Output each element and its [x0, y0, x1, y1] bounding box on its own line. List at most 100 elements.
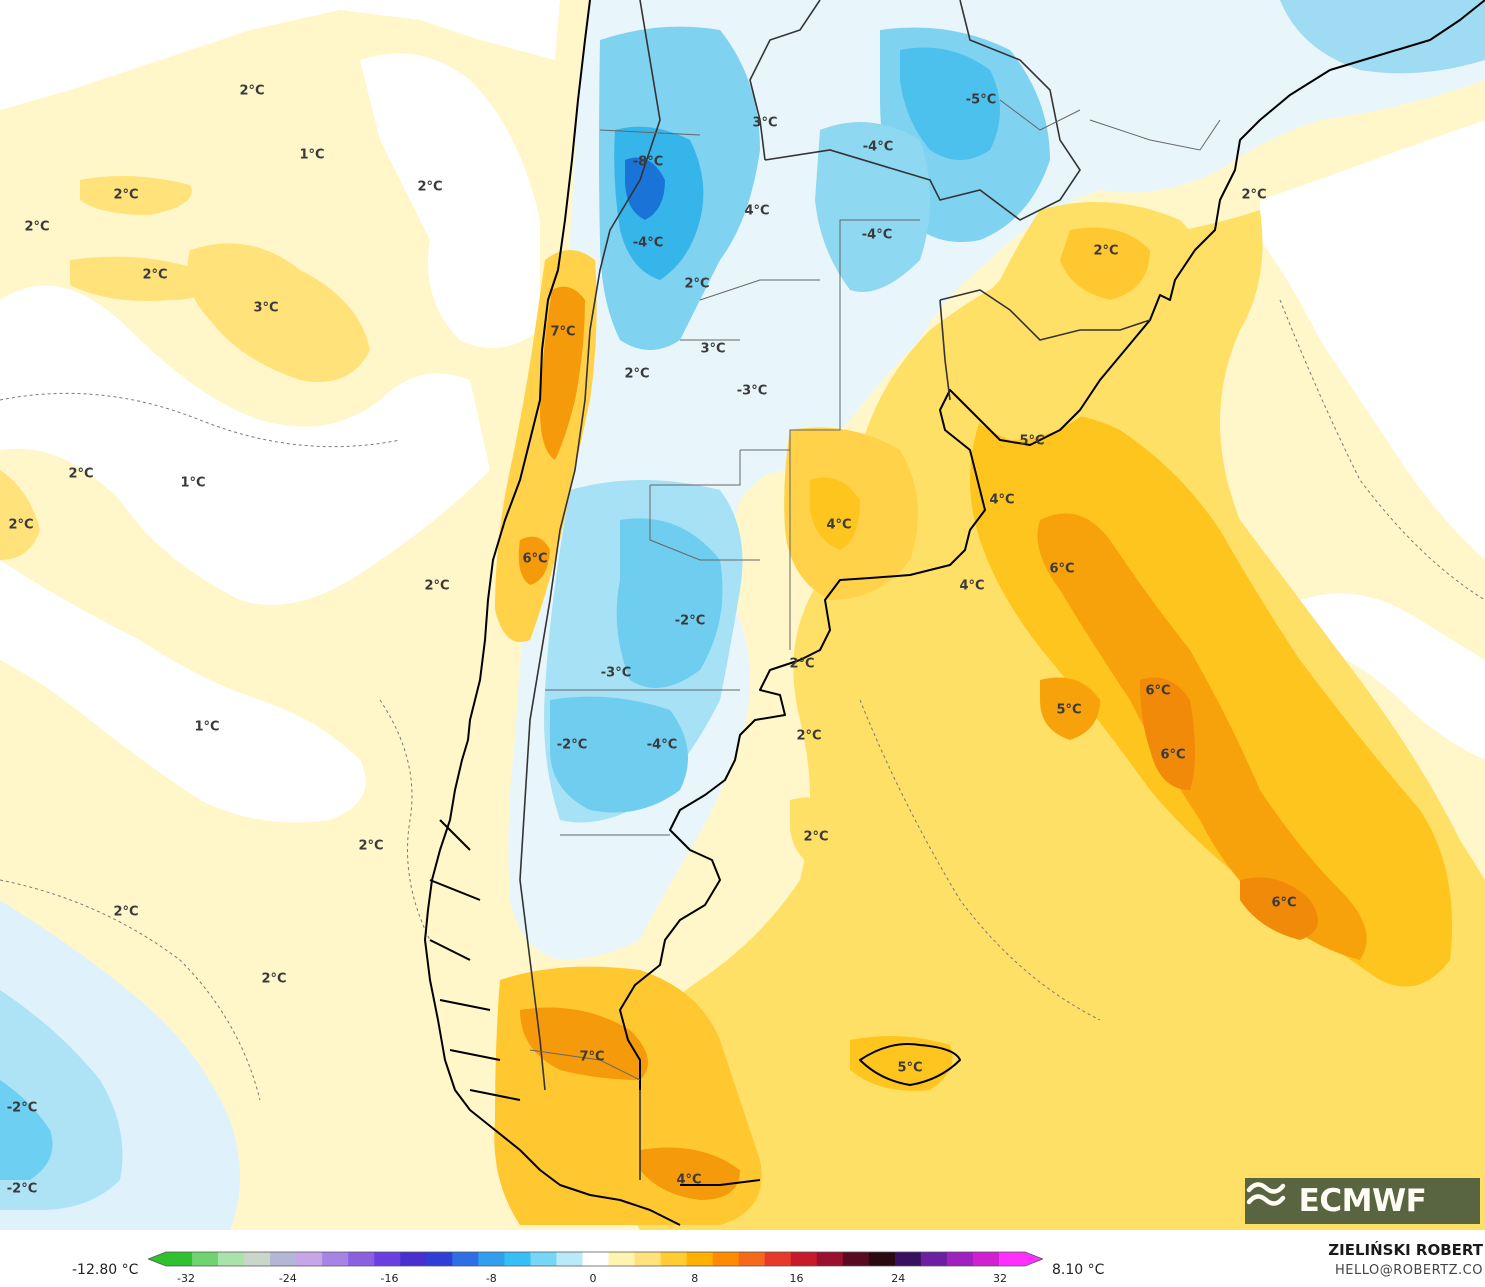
temperature-label: 2°C: [113, 187, 139, 203]
temperature-label: -2°C: [556, 737, 588, 753]
temperature-label: 2°C: [684, 276, 710, 292]
temperature-label: 2°C: [239, 83, 265, 99]
colorbar-segment: [296, 1252, 323, 1266]
temperature-label: 2°C: [142, 267, 168, 283]
legend-max-value: 8.10 °C: [1052, 1262, 1105, 1278]
colorbar-segment: [972, 1252, 1000, 1266]
map-canvas: [0, 0, 1485, 1230]
temperature-label: 2°C: [803, 829, 829, 845]
temperature-label: -4°C: [861, 227, 893, 243]
colorbar-segment: [478, 1252, 505, 1266]
colorbar-segment: [322, 1252, 349, 1266]
temperature-label: -2°C: [6, 1100, 38, 1116]
temperature-label: 2°C: [68, 466, 94, 482]
colorbar-tick-label: -32: [177, 1272, 195, 1285]
temperature-label: 1°C: [194, 719, 220, 735]
colorbar-tick-label: 32: [993, 1272, 1007, 1285]
colorbar-segment: [556, 1252, 584, 1266]
author-email: HELLO@ROBERTZ.CO: [1334, 1263, 1483, 1278]
temperature-label: 2°C: [624, 366, 650, 382]
temperature-label: 2°C: [789, 656, 815, 672]
temperature-label: 3°C: [253, 300, 279, 316]
andes-warm-band: [495, 250, 597, 642]
temperature-label: -5°C: [965, 92, 997, 108]
temperature-map: 2°C 1°C 2°C 2°C 2°C 2°C 3°C -8°C 3°C -4°C -5°C 4°C -…: [0, 0, 1485, 1230]
colorbar-segment: [426, 1252, 453, 1266]
colorbar-segment: [660, 1252, 688, 1266]
temperature-label: 6°C: [1271, 895, 1297, 911]
ecmwf-logo-icon: [1246, 1182, 1286, 1206]
colorbar-segment: [998, 1252, 1026, 1266]
provincial-borders: [529, 99, 1221, 1081]
temperature-label: 2°C: [24, 219, 50, 235]
colorbar-segment: [920, 1252, 948, 1266]
colorbar-tick-label: -16: [380, 1272, 399, 1285]
temperature-label: 6°C: [522, 551, 548, 567]
colorbar-tick-label: -8: [485, 1272, 497, 1285]
colorbar-segment: [270, 1252, 297, 1266]
colorbar-segment: [634, 1252, 662, 1266]
ecmwf-logo: ECMWF: [1245, 1178, 1480, 1224]
temperature-label: 4°C: [676, 1172, 702, 1188]
atlantic-warm: [613, 210, 1485, 1230]
temperature-label: 2°C: [1241, 187, 1267, 203]
colorbar-segment: [582, 1252, 610, 1266]
temperature-label: -3°C: [600, 665, 632, 681]
temperature-label: 5°C: [1056, 702, 1082, 718]
colorbar-segment: [218, 1252, 245, 1266]
colorbar-tick-label: 16: [789, 1272, 804, 1285]
colorbar-segment: [244, 1252, 271, 1266]
temperature-label: 4°C: [959, 578, 985, 594]
temperature-label: 2°C: [1093, 243, 1119, 259]
uruguay-warm: [784, 202, 1203, 870]
temperature-label: 3°C: [752, 115, 778, 131]
colorbar-segment: [764, 1252, 792, 1266]
colorbar-segment: [530, 1252, 558, 1266]
temperature-label: -3°C: [736, 383, 768, 399]
cold-interior: [508, 0, 1485, 960]
temperature-label: -4°C: [646, 737, 678, 753]
national-borders: [519, 0, 1151, 1180]
colorbar-segment: [790, 1252, 818, 1266]
temperature-label: 2°C: [417, 179, 443, 195]
temperature-label: 2°C: [796, 728, 822, 744]
colorbar-tick-label: 0: [589, 1272, 597, 1285]
temperature-label: 2°C: [358, 838, 384, 854]
colorbar-segment: [816, 1252, 844, 1266]
colorbar-segment: [686, 1252, 714, 1266]
temperature-label: 5°C: [1019, 433, 1045, 449]
colorbar-outline: [148, 1251, 1043, 1267]
temperature-label: -2°C: [674, 613, 706, 629]
colorbar-tick-label: 8: [691, 1272, 699, 1285]
temperature-label: 7°C: [550, 324, 576, 340]
temperature-label: 6°C: [1049, 561, 1075, 577]
colorbar-segment: [868, 1252, 896, 1266]
legend-min-value: -12.80 °C: [72, 1262, 139, 1278]
temperature-label: 1°C: [180, 475, 206, 491]
temperature-label: 7°C: [579, 1049, 605, 1065]
temperature-label: 6°C: [1160, 747, 1186, 763]
colorbar-segment: [842, 1252, 870, 1266]
temperature-label: 3°C: [700, 341, 726, 357]
temperature-label: 4°C: [989, 492, 1015, 508]
colorbar-segment: [400, 1252, 427, 1266]
temperature-label: 2°C: [261, 971, 287, 987]
colorbar-segment: [166, 1252, 193, 1266]
temperature-label: -4°C: [632, 235, 664, 251]
temperature-label: -8°C: [632, 154, 664, 170]
temperature-label: 2°C: [113, 904, 139, 920]
coastline: [424, 0, 1485, 1226]
colorbar-segment: [608, 1252, 636, 1266]
author-name: ZIELIŃSKI ROBERT: [1328, 1241, 1483, 1259]
colorbar-segment: [504, 1252, 532, 1266]
cold-offshore: [0, 900, 240, 1230]
colorbar-segment: [894, 1252, 922, 1266]
temperature-label: 4°C: [826, 517, 852, 533]
colorbar-min-arrow: [148, 1252, 166, 1266]
colorbar-tick-label: -24: [278, 1272, 297, 1285]
colorbar-segment: [452, 1252, 479, 1266]
falklands-warm: [850, 1036, 953, 1091]
colorbar-segment: [946, 1252, 974, 1266]
colorbar-segment: [348, 1252, 375, 1266]
temperature-label: 2°C: [424, 578, 450, 594]
